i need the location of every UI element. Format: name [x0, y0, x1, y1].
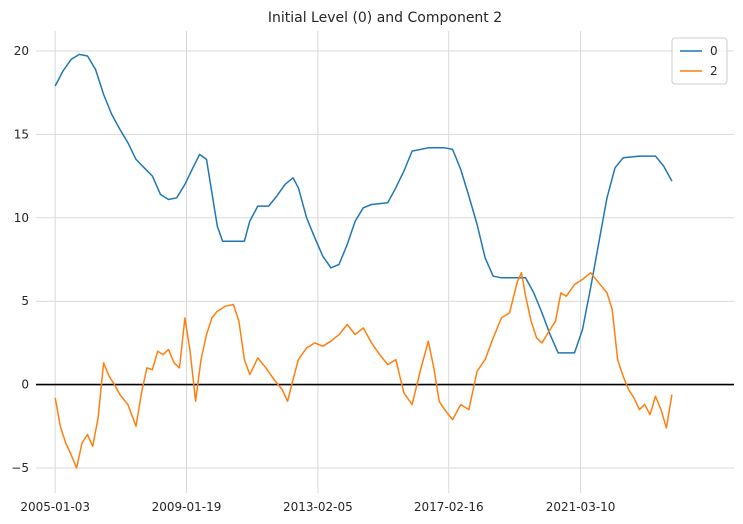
y-tick-label: 5 — [21, 294, 29, 308]
series-group — [54, 53, 673, 469]
series-line-2 — [54, 272, 673, 469]
legend-label-0: 0 — [710, 44, 718, 58]
x-tick-label: 2017-02-16 — [414, 500, 484, 514]
x-tick-labels: 2005-01-03 2009-01-19 2013-02-05 2017-02-16… — [20, 500, 615, 514]
x-tick-label: 2013-02-05 — [283, 500, 353, 514]
y-tick-label: 0 — [21, 378, 29, 392]
legend-box — [671, 37, 728, 85]
x-tick-label: 2005-01-03 — [20, 500, 90, 514]
y-tick-labels: −5 0 5 10 15 20 — [11, 44, 29, 475]
x-tick-label: 2021-03-10 — [546, 500, 616, 514]
y-tick-label: 20 — [14, 44, 29, 58]
legend-label-2: 2 — [710, 64, 718, 78]
legend: 02 — [671, 37, 728, 85]
y-tick-label: 15 — [14, 127, 29, 141]
y-tick-label: −5 — [11, 461, 29, 475]
x-tick-label: 2009-01-19 — [152, 500, 222, 514]
plot-area — [36, 31, 734, 493]
y-tick-label: 10 — [14, 211, 29, 225]
chart-title: Initial Level (0) and Component 2 — [268, 10, 502, 26]
series-line-0 — [54, 53, 673, 354]
